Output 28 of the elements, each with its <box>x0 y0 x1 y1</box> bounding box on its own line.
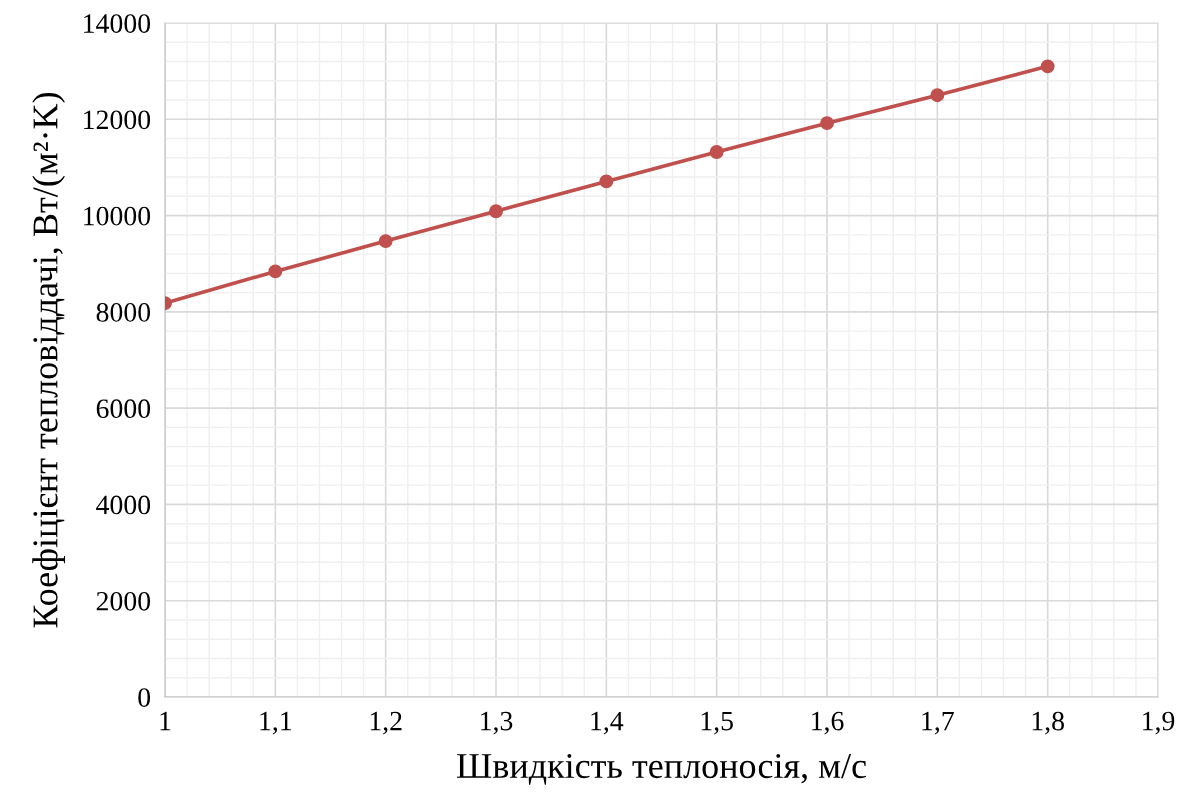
point <box>599 174 614 189</box>
point <box>489 204 503 219</box>
y-tick-label: 8000 <box>96 303 151 322</box>
x-tick-label: 1,5 <box>701 711 733 735</box>
x-tick-label: 1,7 <box>922 711 954 735</box>
x-tick-label: 1,1 <box>260 711 292 735</box>
point <box>820 116 834 131</box>
y-tick-label: 14000 <box>84 14 151 33</box>
point <box>930 88 945 103</box>
y-axis-title: Коефіцієнт тепловіддачі, Вт/(м²·K) <box>32 92 65 628</box>
y-tick-label: 6000 <box>96 399 151 419</box>
x-tick-label: 1,8 <box>1032 711 1064 735</box>
y-tick-label: 2000 <box>96 591 151 611</box>
x-tick-label: 1,4 <box>591 711 624 735</box>
y-tick-label: 0 <box>138 688 151 707</box>
x-tick-label: 1,3 <box>481 711 513 735</box>
point <box>709 145 724 159</box>
x-tick-label: 1,2 <box>370 711 402 735</box>
point <box>1040 59 1055 74</box>
x-tick-label: 1,9 <box>1143 711 1175 735</box>
x-axis-title: Швидкість теплоносія, м/с <box>456 753 866 785</box>
point <box>378 234 393 249</box>
x-tick-label: 1,6 <box>812 711 844 735</box>
y-tick-label: 4000 <box>96 495 151 515</box>
x-tick-label: 1 <box>160 711 171 731</box>
y-tick-label: 10000 <box>84 206 151 226</box>
y-tick-label: 12000 <box>84 110 151 130</box>
point <box>268 264 283 279</box>
